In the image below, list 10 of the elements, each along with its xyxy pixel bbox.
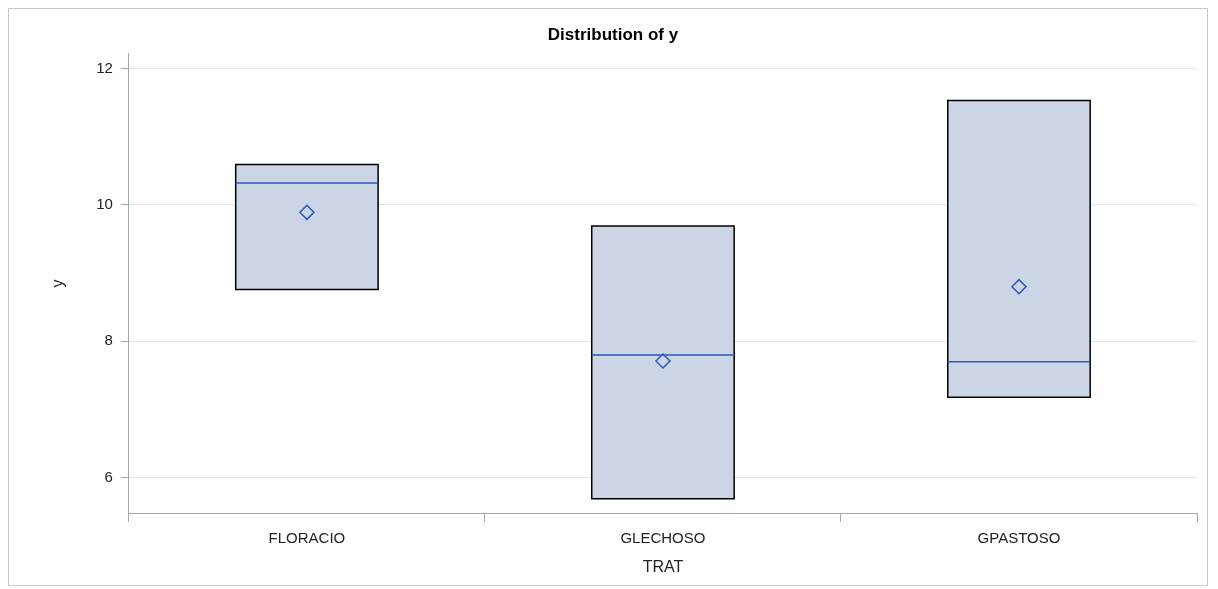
y-tick-label: 10	[96, 194, 113, 212]
x-axis-title: TRAT	[642, 557, 684, 575]
chart-title: Distribution of y	[547, 24, 679, 44]
y-tick-label: 6	[104, 467, 113, 485]
x-tick-label: GPASTOSO	[977, 528, 1061, 546]
y-axis-title: y	[49, 279, 67, 288]
y-tick-label: 8	[104, 331, 113, 349]
x-tick-label: GLECHOSO	[620, 528, 706, 546]
y-tick-label: 12	[96, 58, 113, 76]
x-tick-label: FLORACIO	[268, 528, 346, 546]
